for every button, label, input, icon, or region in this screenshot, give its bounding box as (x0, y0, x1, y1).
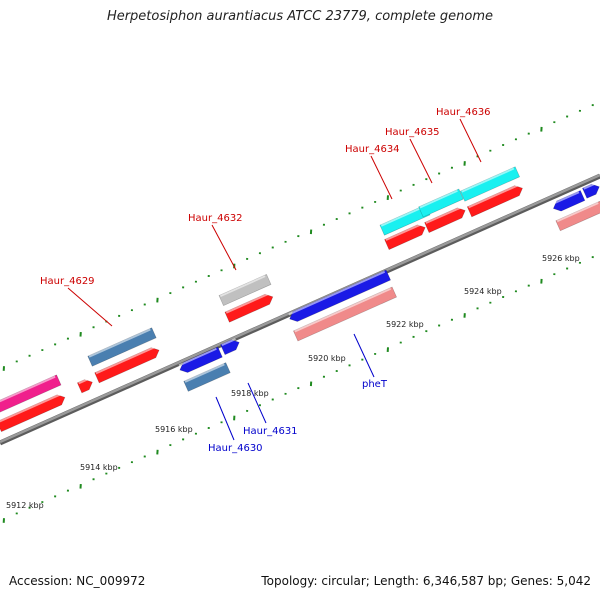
label-leaders (67, 118, 482, 441)
tick-label-5912: 5912 kbp (6, 501, 44, 510)
gene-label-haur-4630: Haur_4630 (208, 443, 263, 454)
gene-blue-2 (220, 338, 240, 356)
tick-label-5916: 5916 kbp (155, 425, 193, 434)
leader-haur-4636 (459, 118, 482, 163)
gene-red-4 (224, 292, 274, 323)
gene-labels: Haur_4629 Haur_4632 Haur_4634 Haur_4635 … (40, 107, 491, 454)
gene-label-haur-4631: Haur_4631 (243, 426, 298, 437)
leader-haur-4629 (67, 287, 113, 327)
gene-red-6 (424, 206, 466, 233)
gene-pink-2 (555, 200, 600, 232)
gene-cyan-2 (418, 188, 464, 218)
gene-blue-5 (582, 182, 600, 199)
gene-blue-1 (178, 346, 223, 373)
gene-steel-1 (87, 327, 157, 367)
gene-magenta-1 (0, 374, 62, 416)
gene-red-2 (76, 377, 93, 394)
leader-haur-4631 (247, 382, 267, 424)
gene-blue-3 (288, 269, 391, 322)
leader-phet (353, 333, 375, 378)
gene-label-phet: pheT (362, 379, 388, 390)
tick-label-5914: 5914 kbp (80, 463, 118, 472)
gene-red-1 (0, 393, 66, 433)
tick-label-5922: 5922 kbp (386, 320, 424, 329)
gene-grey-1 (218, 274, 272, 306)
gene-cyan-3 (459, 166, 521, 202)
gene-label-haur-4634: Haur_4634 (345, 144, 400, 155)
topology-text: Topology: circular; Length: 6,346,587 bp… (261, 574, 591, 588)
leader-haur-4630 (215, 396, 235, 441)
gene-label-haur-4632: Haur_4632 (188, 213, 243, 224)
map-title: Herpetosiphon aurantiacus ATCC 23779, co… (106, 9, 494, 24)
gene-features (0, 166, 600, 433)
gene-cyan-1 (379, 204, 431, 236)
tick-label-5926: 5926 kbp (542, 254, 580, 263)
gene-red-3 (94, 345, 160, 384)
leader-haur-4632 (211, 224, 237, 271)
gene-red-7 (466, 183, 523, 218)
tick-labels: 5912 kbp 5914 kbp 5916 kbp 5918 kbp 5920… (6, 254, 580, 510)
gene-label-haur-4636: Haur_4636 (436, 107, 491, 118)
gene-label-haur-4635: Haur_4635 (385, 127, 440, 138)
tick-label-5918: 5918 kbp (231, 389, 269, 398)
gene-label-haur-4629: Haur_4629 (40, 276, 95, 287)
gene-red-5 (384, 223, 426, 250)
accession-text: Accession: NC_009972 (9, 574, 146, 588)
gene-blue-4 (552, 190, 586, 212)
tick-label-5924: 5924 kbp (464, 287, 502, 296)
gene-pink-1 (293, 286, 397, 342)
leader-haur-4635 (409, 138, 433, 184)
gene-steel-2 (183, 362, 231, 392)
tick-label-5920: 5920 kbp (308, 354, 346, 363)
leader-haur-4634 (370, 155, 393, 200)
